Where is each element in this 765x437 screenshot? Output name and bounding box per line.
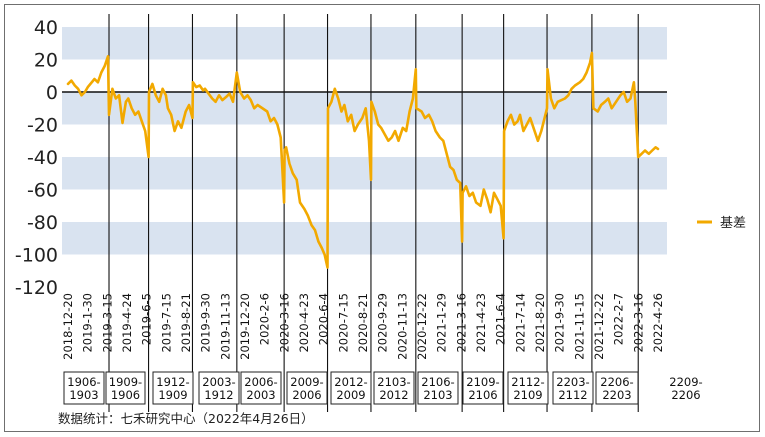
x-tick-label: 2019-12-20 (238, 293, 252, 360)
contract-box (373, 371, 415, 405)
y-tick-label: -40 (27, 147, 58, 169)
contract-label: 2009- (290, 375, 323, 389)
contract-box (198, 371, 240, 405)
y-tick-label: -60 (27, 180, 58, 202)
x-tick-label: 2020-7-15 (336, 293, 350, 353)
y-tick-label: 40 (34, 17, 58, 39)
contract-label: 2206 (671, 388, 700, 402)
contract-label: 2109 (513, 388, 542, 402)
basis-series-line (66, 51, 660, 269)
x-tick-label: 2020-12-22 (415, 293, 429, 360)
contract-label: 2103- (377, 375, 410, 389)
x-tick-label: 2021-6-4 (494, 293, 508, 345)
x-tick-label: 2019-7-15 (159, 293, 173, 353)
contract-box (240, 371, 282, 405)
x-tick-label: 2022-3-16 (631, 293, 645, 353)
contract-box (105, 371, 146, 405)
contract-box (462, 371, 504, 405)
contract-label: 2209- (669, 375, 702, 389)
contract-label: 1909- (109, 375, 142, 389)
y-tick-label: -20 (27, 115, 58, 137)
x-tick-label: 2020-11-13 (395, 293, 409, 360)
contract-box (552, 371, 594, 405)
contract-label: 1912- (156, 375, 189, 389)
x-tick-label: 2022-4-26 (651, 293, 665, 353)
contract-label: 1912 (204, 388, 233, 402)
contract-box (286, 371, 328, 405)
y-band (62, 222, 667, 255)
x-tick-label: 2019-4-24 (120, 293, 134, 353)
x-tick-label: 2019-9-30 (199, 293, 213, 353)
contract-label: 2003- (202, 375, 235, 389)
contract-box (63, 371, 105, 405)
contract-label: 2003 (246, 388, 275, 402)
contract-box (595, 371, 639, 405)
x-tick-label: 2021-7-14 (513, 293, 527, 353)
x-tick-label: 2021-1-29 (435, 293, 449, 353)
y-band (62, 27, 667, 60)
x-tick-label: 2019-8-21 (179, 293, 193, 353)
x-tick-label: 2021-9-30 (553, 293, 567, 353)
contract-label: 2203 (602, 388, 631, 402)
y-tick-label: -80 (27, 212, 58, 234)
contract-label: 2106- (421, 375, 454, 389)
contract-box (152, 371, 194, 405)
contract-box (507, 371, 549, 405)
contract-label: 1906- (67, 375, 100, 389)
contract-label: 2012- (334, 375, 367, 389)
y-tick-label: 20 (34, 50, 58, 72)
y-tick-label: -120 (15, 277, 58, 299)
x-tick-label: 2020-9-29 (376, 293, 390, 353)
contract-label: 2109- (466, 375, 499, 389)
source-note: 数据统计：七禾研究中心（2022年4月26日） (58, 411, 314, 426)
contract-label: 1909 (158, 388, 187, 402)
chart-frame (4, 4, 760, 432)
contract-label: 2006- (244, 375, 277, 389)
contract-label: 2103 (423, 388, 452, 402)
contract-label: 2006 (292, 388, 321, 402)
x-tick-label: 2019-11-13 (218, 293, 232, 360)
x-tick-label: 2021-4-23 (474, 293, 488, 353)
x-tick-label: 2018-12-20 (61, 293, 75, 360)
x-tick-label: 2019-6-5 (140, 293, 154, 345)
x-tick-label: 2020-4-23 (297, 293, 311, 353)
contract-label: 2106 (468, 388, 497, 402)
y-band (62, 157, 667, 190)
contract-label: 2012 (379, 388, 408, 402)
contract-label: 2203- (556, 375, 589, 389)
contract-label: 2112 (558, 388, 587, 402)
contract-label: 2206- (600, 375, 633, 389)
contract-label: 2009 (336, 388, 365, 402)
contract-label: 1903 (69, 388, 98, 402)
x-tick-label: 2022-2-7 (612, 293, 626, 345)
x-tick-label: 2020-2-6 (258, 293, 272, 345)
x-tick-label: 2020-3-16 (277, 293, 291, 353)
x-tick-label: 2019-3-15 (100, 293, 114, 353)
x-tick-label: 2021-3-16 (454, 293, 468, 353)
contract-box (417, 371, 459, 405)
x-tick-label: 2021-11-15 (572, 293, 586, 360)
x-tick-label: 2020-8-21 (356, 293, 370, 353)
x-tick-label: 2019-1-30 (81, 293, 95, 353)
x-tick-label: 2021-12-22 (592, 293, 606, 360)
contract-box (330, 371, 372, 405)
contract-label: 1906 (111, 388, 140, 402)
x-tick-label: 2020-6-4 (317, 293, 331, 345)
contract-label: 2112- (511, 375, 544, 389)
y-tick-label: -100 (15, 245, 58, 267)
x-tick-label: 2021-8-20 (533, 293, 547, 353)
y-tick-label: 0 (46, 82, 58, 104)
legend-label: 基差 (720, 216, 746, 231)
